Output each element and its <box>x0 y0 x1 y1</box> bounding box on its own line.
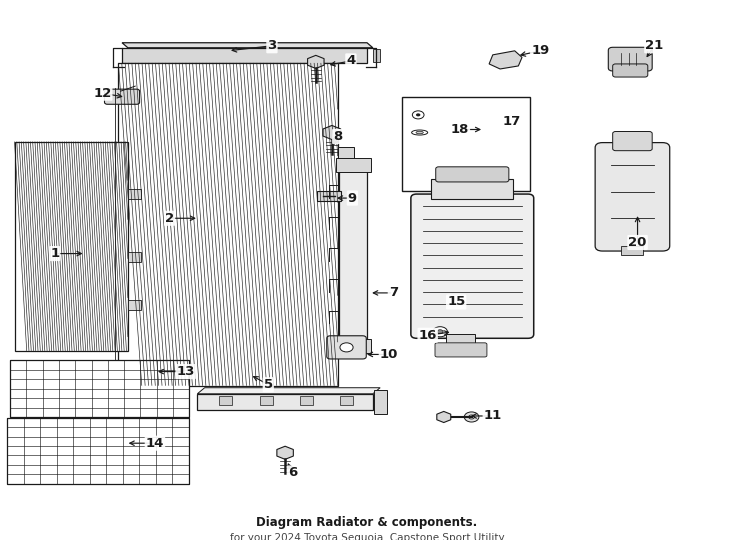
Text: 7: 7 <box>389 286 398 299</box>
Polygon shape <box>489 51 522 69</box>
Bar <box>197 394 373 410</box>
FancyBboxPatch shape <box>613 64 648 77</box>
Text: 4: 4 <box>346 55 355 68</box>
Bar <box>374 390 388 414</box>
Bar <box>339 170 367 342</box>
Text: Diagram Radiator & components.: Diagram Radiator & components. <box>256 516 478 529</box>
Circle shape <box>437 330 443 334</box>
Polygon shape <box>122 43 373 48</box>
Bar <box>340 396 353 406</box>
FancyBboxPatch shape <box>104 89 139 104</box>
FancyBboxPatch shape <box>595 143 669 251</box>
Bar <box>118 63 338 386</box>
Bar <box>10 361 189 417</box>
Text: 11: 11 <box>484 409 502 422</box>
Bar <box>128 252 141 262</box>
Bar <box>621 246 643 255</box>
Text: 14: 14 <box>146 437 164 450</box>
Circle shape <box>433 327 448 337</box>
Bar <box>299 396 313 406</box>
Bar <box>128 189 141 199</box>
Bar <box>317 191 341 201</box>
FancyBboxPatch shape <box>436 167 509 182</box>
Text: 9: 9 <box>348 192 357 205</box>
Bar <box>373 49 380 62</box>
Text: 10: 10 <box>379 348 398 361</box>
Polygon shape <box>197 388 380 394</box>
Text: 8: 8 <box>333 130 342 143</box>
Bar <box>128 300 141 310</box>
Bar <box>335 158 371 172</box>
Text: 17: 17 <box>503 115 521 128</box>
Bar <box>122 48 367 63</box>
Bar <box>260 396 272 406</box>
Bar <box>432 179 513 199</box>
Text: 5: 5 <box>264 378 273 391</box>
FancyBboxPatch shape <box>411 194 534 338</box>
Text: 13: 13 <box>176 365 195 378</box>
FancyBboxPatch shape <box>435 343 487 357</box>
Ellipse shape <box>412 130 428 135</box>
Circle shape <box>464 412 479 422</box>
Bar <box>338 289 354 302</box>
Text: 18: 18 <box>451 123 469 136</box>
Ellipse shape <box>416 131 424 134</box>
Text: 15: 15 <box>447 295 465 308</box>
Text: 3: 3 <box>267 39 277 52</box>
Text: 19: 19 <box>531 44 550 57</box>
Text: 16: 16 <box>418 329 437 342</box>
FancyBboxPatch shape <box>327 336 366 359</box>
FancyBboxPatch shape <box>608 48 653 71</box>
Text: for your 2024 Toyota Sequoia  Capstone Sport Utility: for your 2024 Toyota Sequoia Capstone Sp… <box>230 534 504 540</box>
Circle shape <box>340 343 353 352</box>
Bar <box>338 225 354 237</box>
Bar <box>338 147 354 160</box>
Text: 20: 20 <box>628 236 647 249</box>
Text: 2: 2 <box>165 212 174 225</box>
Bar <box>15 141 128 351</box>
Circle shape <box>468 415 474 419</box>
FancyBboxPatch shape <box>613 132 653 151</box>
Circle shape <box>413 111 424 119</box>
Bar <box>7 418 189 483</box>
Text: 6: 6 <box>288 467 297 480</box>
Bar <box>219 396 233 406</box>
Bar <box>335 339 371 353</box>
Text: 12: 12 <box>93 87 112 100</box>
Circle shape <box>416 113 421 117</box>
Text: 21: 21 <box>645 39 664 52</box>
Bar <box>446 334 475 347</box>
Bar <box>402 97 530 191</box>
Text: 1: 1 <box>50 247 59 260</box>
